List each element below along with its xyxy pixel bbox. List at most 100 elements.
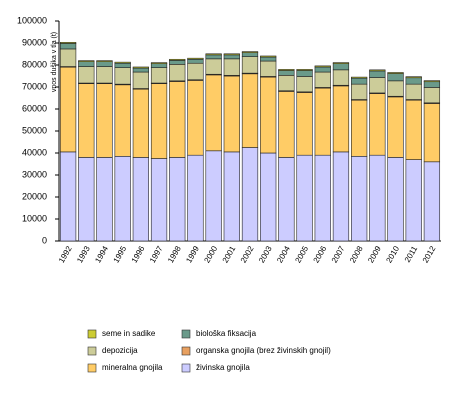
x-tick-label: 1996 bbox=[130, 244, 147, 264]
x-tick-label: 2002 bbox=[239, 244, 256, 264]
bar-segment bbox=[78, 60, 95, 62]
bar-segment bbox=[332, 85, 350, 153]
bar-segment bbox=[132, 66, 149, 69]
bar-segment bbox=[351, 83, 368, 100]
legend-swatch bbox=[181, 363, 191, 373]
x-tick-label: 2001 bbox=[221, 244, 238, 264]
legend-label: mineralna gnojila bbox=[102, 363, 163, 372]
x-tick-label: 1995 bbox=[112, 244, 129, 264]
legend-label: živinska gnojila bbox=[196, 363, 250, 372]
legend-swatch bbox=[87, 346, 97, 356]
bar-segment bbox=[278, 69, 295, 71]
bar-segment bbox=[114, 67, 131, 85]
bar-segment bbox=[278, 91, 295, 158]
y-tick-label: 50000 bbox=[22, 125, 47, 135]
bar-segment bbox=[369, 77, 386, 94]
bar-segment bbox=[296, 76, 313, 93]
legend-label: biološka fiksacija bbox=[196, 329, 257, 338]
x-tick-label: 2012 bbox=[421, 244, 438, 264]
bar-segment bbox=[241, 52, 259, 57]
bar-segment bbox=[223, 58, 240, 76]
legend-swatch bbox=[181, 346, 191, 356]
bar-segment bbox=[187, 57, 204, 60]
bar-segment bbox=[241, 73, 259, 148]
bar-segment bbox=[278, 157, 295, 242]
bar-segment bbox=[205, 54, 222, 60]
bar-segment bbox=[205, 53, 222, 56]
x-tick-label: 1997 bbox=[148, 244, 165, 264]
x-tick-label: 2008 bbox=[348, 244, 365, 264]
legend-label: organska gnojila (brez živinskih gnojil) bbox=[196, 346, 331, 355]
x-tick-label: 1998 bbox=[166, 244, 183, 264]
bar-segment bbox=[260, 76, 277, 154]
bar-segment bbox=[114, 62, 131, 68]
bar-segment bbox=[187, 80, 204, 156]
bar-segment bbox=[150, 62, 168, 64]
y-tick-label: 30000 bbox=[22, 169, 47, 179]
x-tick-label: 2006 bbox=[312, 244, 329, 264]
bar-segment bbox=[169, 64, 186, 82]
y-tick-label: 40000 bbox=[22, 147, 47, 157]
bar-segment bbox=[296, 70, 313, 77]
bar-segment bbox=[96, 66, 113, 84]
x-tick-label: 2004 bbox=[275, 244, 292, 264]
bar-segment bbox=[59, 43, 77, 50]
bar-segment bbox=[314, 66, 331, 73]
bar-segment bbox=[332, 62, 350, 64]
bar-segment bbox=[59, 48, 77, 67]
y-tick-label: 90000 bbox=[22, 37, 47, 47]
bar-segment bbox=[423, 103, 441, 163]
legend-swatch bbox=[87, 329, 97, 339]
legend-swatch bbox=[181, 329, 191, 339]
y-tick-label: 70000 bbox=[22, 81, 47, 91]
bar-segment bbox=[332, 63, 350, 71]
bar-segment bbox=[223, 151, 240, 242]
bar-segment bbox=[223, 75, 240, 153]
x-tick-label: 1992 bbox=[57, 244, 74, 264]
bar-segment bbox=[314, 154, 331, 242]
bar-segment bbox=[96, 60, 113, 62]
bar-segment bbox=[187, 154, 204, 242]
bar-segment bbox=[260, 152, 277, 242]
bar-segment bbox=[387, 157, 404, 242]
bar-segment bbox=[314, 71, 331, 88]
bar-segment bbox=[150, 83, 168, 159]
bar-segment bbox=[278, 70, 295, 76]
bar-segment bbox=[405, 159, 422, 242]
bar-segment bbox=[387, 96, 404, 158]
bar-segment bbox=[96, 61, 113, 67]
x-tick-label: 1994 bbox=[93, 244, 110, 264]
bar-segment bbox=[150, 158, 168, 242]
bar-segment bbox=[241, 51, 259, 53]
bar-segment bbox=[205, 74, 222, 152]
bar-segment bbox=[405, 99, 422, 160]
bar-segment bbox=[187, 62, 204, 81]
bar-segment bbox=[260, 55, 277, 58]
bar-segment bbox=[169, 157, 186, 242]
bar-segment bbox=[351, 156, 368, 242]
bar-segment bbox=[169, 58, 186, 61]
x-tick-label: 1993 bbox=[75, 244, 92, 264]
x-tick-label: 2005 bbox=[293, 244, 310, 264]
legend-label: depozicija bbox=[102, 346, 138, 355]
bar-segment bbox=[78, 66, 95, 84]
y-tick-label: 80000 bbox=[22, 59, 47, 69]
bar-segment bbox=[369, 93, 386, 156]
x-tick-label: 2003 bbox=[257, 244, 274, 264]
bar-segment bbox=[150, 63, 168, 68]
bar-segment bbox=[423, 81, 441, 88]
bar-segment bbox=[423, 87, 441, 104]
bar-segment bbox=[314, 87, 331, 156]
bar-segment bbox=[423, 80, 441, 83]
bar-segment bbox=[59, 66, 77, 153]
bar-segment bbox=[296, 154, 313, 242]
bar-segment bbox=[223, 53, 240, 56]
x-tick-label: 1999 bbox=[184, 244, 201, 264]
bar-segment bbox=[150, 67, 168, 84]
bar-segment bbox=[296, 92, 313, 156]
bar-segment bbox=[351, 76, 368, 79]
bar-segment bbox=[114, 84, 131, 157]
bar-segment bbox=[114, 156, 131, 242]
bar-segment bbox=[369, 69, 386, 72]
bar-segment bbox=[59, 42, 77, 44]
